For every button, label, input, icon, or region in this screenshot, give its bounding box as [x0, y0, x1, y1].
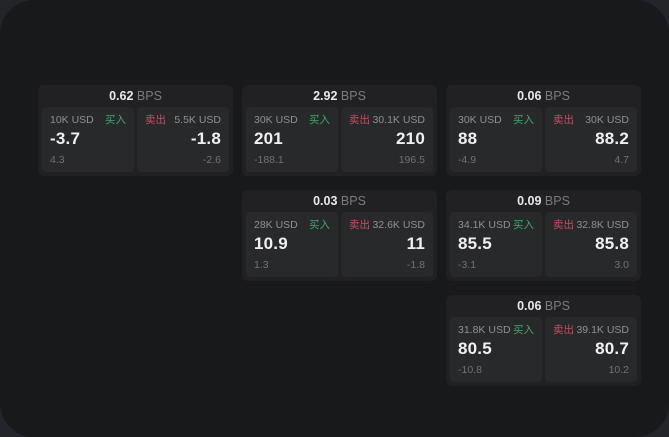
price-value: 88	[458, 129, 478, 148]
sell-tag: 卖出	[553, 219, 574, 231]
quote-card: 0.06 BPS 31.8K USD 买入 80.5 -10.8 卖出 39.	[446, 295, 641, 386]
bps-header: 0.03 BPS	[246, 190, 433, 212]
sell-tag: 卖出	[553, 114, 574, 126]
price-value: 80.7	[595, 339, 629, 358]
bps-header: 2.92 BPS	[246, 85, 433, 107]
notional-label: 5.5K USD	[174, 114, 221, 126]
bps-unit: BPS	[340, 89, 366, 103]
notional-label: 28K USD	[254, 219, 298, 231]
price-value: 10.9	[254, 234, 288, 253]
price-value: -3.7	[50, 129, 81, 148]
quote-card: 0.09 BPS 34.1K USD 买入 85.5 -3.1 卖出 32.8	[446, 190, 641, 281]
quote-card: 0.62 BPS 10K USD 买入 -3.7 4.3 卖出 5.5K US	[38, 85, 233, 176]
buy-panel[interactable]: 30K USD 买入 201 -188.1	[246, 107, 338, 172]
change-value: 3.0	[614, 259, 629, 271]
bps-unit: BPS	[544, 89, 570, 103]
bps-value: 0.06	[517, 89, 542, 103]
quote-card: 2.92 BPS 30K USD 买入 201 -188.1 卖出 30.1K	[242, 85, 437, 176]
notional-label: 30K USD	[254, 114, 298, 126]
bps-unit: BPS	[340, 194, 366, 208]
quote-grid: 0.62 BPS 10K USD 买入 -3.7 4.3 卖出 5.5K US	[38, 85, 641, 386]
bps-value: 0.03	[313, 194, 338, 208]
sell-tag: 卖出	[349, 114, 370, 126]
buy-tag: 买入	[513, 324, 534, 336]
sell-tag: 卖出	[349, 219, 370, 231]
bps-unit: BPS	[544, 194, 570, 208]
sell-panel[interactable]: 卖出 5.5K USD -1.8 -2.6	[137, 107, 229, 172]
price-value: 85.8	[595, 234, 629, 253]
price-value: 11	[406, 234, 425, 253]
price-value: 210	[396, 129, 425, 148]
change-value: -10.8	[458, 364, 482, 376]
price-value: -1.8	[190, 129, 221, 148]
bps-header: 0.06 BPS	[450, 295, 637, 317]
sell-panel[interactable]: 卖出 32.8K USD 85.8 3.0	[545, 212, 637, 277]
buy-tag: 买入	[513, 114, 534, 126]
notional-label: 30K USD	[458, 114, 502, 126]
change-value: 4.7	[614, 154, 629, 166]
bps-unit: BPS	[544, 299, 570, 313]
quote-card: 0.03 BPS 28K USD 买入 10.9 1.3 卖出 32.6K U	[242, 190, 437, 281]
buy-tag: 买入	[309, 114, 330, 126]
notional-label: 10K USD	[50, 114, 94, 126]
notional-label: 30K USD	[585, 114, 629, 126]
change-value: -1.8	[406, 259, 425, 271]
change-value: -188.1	[254, 154, 284, 166]
notional-label: 39.1K USD	[576, 324, 629, 336]
notional-label: 31.8K USD	[458, 324, 511, 336]
price-value: 201	[254, 129, 283, 148]
sell-panel[interactable]: 卖出 30K USD 88.2 4.7	[545, 107, 637, 172]
buy-panel[interactable]: 28K USD 买入 10.9 1.3	[246, 212, 338, 277]
bps-header: 0.09 BPS	[450, 190, 637, 212]
bps-header: 0.62 BPS	[42, 85, 229, 107]
change-value: 10.2	[608, 364, 629, 376]
buy-tag: 买入	[105, 114, 126, 126]
price-value: 80.5	[458, 339, 492, 358]
quote-card: 0.06 BPS 30K USD 买入 88 -4.9 卖出 30K USD	[446, 85, 641, 176]
change-value: 1.3	[254, 259, 269, 271]
change-value: 4.3	[50, 154, 65, 166]
change-value: -2.6	[202, 154, 221, 166]
bps-value: 0.62	[109, 89, 134, 103]
sell-tag: 卖出	[553, 324, 574, 336]
notional-label: 34.1K USD	[458, 219, 511, 231]
change-value: 196.5	[398, 154, 425, 166]
buy-panel[interactable]: 30K USD 买入 88 -4.9	[450, 107, 542, 172]
bps-unit: BPS	[136, 89, 162, 103]
bps-value: 0.09	[517, 194, 542, 208]
price-value: 85.5	[458, 234, 492, 253]
buy-panel[interactable]: 34.1K USD 买入 85.5 -3.1	[450, 212, 542, 277]
buy-panel[interactable]: 10K USD 买入 -3.7 4.3	[42, 107, 134, 172]
buy-tag: 买入	[309, 219, 330, 231]
price-value: 88.2	[595, 129, 629, 148]
bps-value: 0.06	[517, 299, 542, 313]
notional-label: 32.6K USD	[372, 219, 425, 231]
sell-panel[interactable]: 卖出 32.6K USD 11 -1.8	[341, 212, 433, 277]
sell-tag: 卖出	[145, 114, 166, 126]
buy-tag: 买入	[513, 219, 534, 231]
change-value: -3.1	[458, 259, 477, 271]
buy-panel[interactable]: 31.8K USD 买入 80.5 -10.8	[450, 317, 542, 382]
sell-panel[interactable]: 卖出 30.1K USD 210 196.5	[341, 107, 433, 172]
change-value: -4.9	[458, 154, 477, 166]
bps-value: 2.92	[313, 89, 338, 103]
sell-panel[interactable]: 卖出 39.1K USD 80.7 10.2	[545, 317, 637, 382]
notional-label: 32.8K USD	[576, 219, 629, 231]
notional-label: 30.1K USD	[372, 114, 425, 126]
bps-header: 0.06 BPS	[450, 85, 637, 107]
